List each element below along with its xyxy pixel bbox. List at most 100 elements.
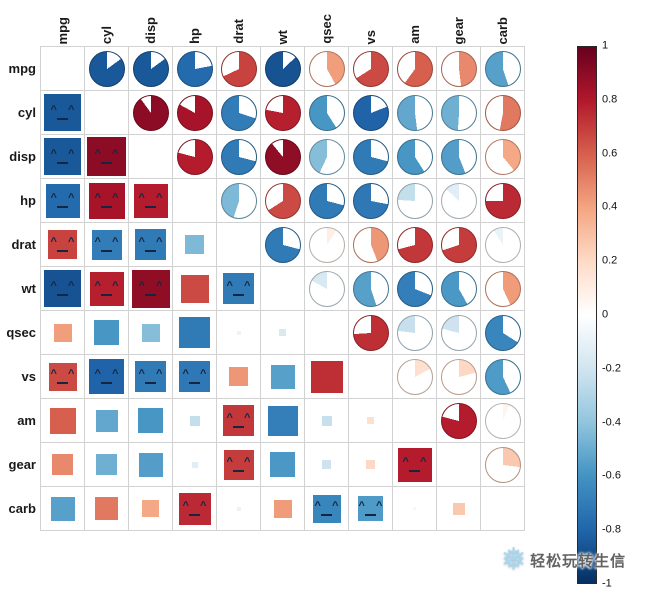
cell-vs-carb (481, 355, 524, 398)
watermark: ❅ 轻松玩转生信 (501, 545, 626, 575)
pie-mpg-vs (352, 50, 389, 87)
pie-cyl-qsec (308, 94, 345, 131)
cell-hp-drat (217, 179, 260, 222)
square-gear-qsec (322, 460, 331, 469)
square-drat-mpg (48, 230, 77, 259)
pie-disp-am (396, 138, 433, 175)
cell-qsec-wt (261, 311, 304, 354)
colorbar-tick-0.2: 0.2 (602, 254, 618, 267)
pie-am-gear (440, 402, 477, 439)
pie-cyl-carb (484, 94, 521, 131)
cell-cyl-am (393, 91, 436, 134)
cell-mpg-carb (481, 47, 524, 90)
pie-disp-carb (484, 138, 521, 175)
cell-hp-cyl: ^ ^ (85, 179, 128, 222)
square-carb-wt (273, 499, 292, 518)
square-wt-disp (131, 269, 170, 308)
square-carb-cyl (95, 497, 118, 520)
square-qsec-wt (279, 329, 286, 336)
cell-hp-gear (437, 179, 480, 222)
cell-drat-wt (261, 223, 304, 266)
cell-gear-vs (349, 443, 392, 486)
cell-mpg-qsec (305, 47, 348, 90)
cell-gear-gear (437, 443, 480, 486)
pie-hp-drat (220, 182, 257, 219)
cell-drat-vs (349, 223, 392, 266)
square-vs-disp (135, 361, 166, 392)
cell-gear-am: ^ ^ (393, 443, 436, 486)
row-label-qsec: qsec (6, 325, 36, 340)
col-label-carb: carb (481, 0, 524, 44)
square-wt-drat (223, 273, 254, 304)
square-am-wt (267, 405, 298, 436)
pie-mpg-am (396, 50, 433, 87)
cell-mpg-cyl (85, 47, 128, 90)
cell-mpg-mpg (41, 47, 84, 90)
colorbar-tick-0.6: 0.6 (602, 147, 618, 160)
square-disp-cyl (87, 137, 126, 176)
cell-wt-carb (481, 267, 524, 310)
square-gear-am (397, 447, 432, 482)
square-am-vs (367, 417, 374, 424)
col-label-vs: vs (349, 0, 392, 44)
col-label-mpg: mpg (41, 0, 84, 44)
cell-disp-wt (261, 135, 304, 178)
square-wt-hp (180, 274, 209, 303)
cell-wt-vs (349, 267, 392, 310)
pie-wt-am (396, 270, 433, 307)
pie-vs-carb (484, 358, 521, 395)
pie-mpg-drat (220, 50, 257, 87)
col-label-text: mpg (55, 16, 70, 44)
row-label-cyl: cyl (17, 105, 36, 120)
cell-mpg-vs (349, 47, 392, 90)
square-gear-mpg (52, 454, 73, 475)
col-label-am: am (393, 0, 436, 44)
row-label-carb: carb (8, 501, 36, 516)
pie-mpg-gear (440, 50, 477, 87)
cell-carb-am (393, 487, 436, 530)
pie-hp-carb (484, 182, 521, 219)
cell-wt-gear (437, 267, 480, 310)
cell-hp-vs (349, 179, 392, 222)
cell-vs-disp: ^ ^ (129, 355, 172, 398)
pie-qsec-gear (440, 314, 477, 351)
square-am-cyl (95, 409, 118, 432)
cell-carb-mpg (41, 487, 84, 530)
cell-drat-hp (173, 223, 216, 266)
correlation-grid: ^ ^ ^ ^ ^ ^ ^ ^ ^ ^ ^ ^ ^ ^ ^ ^ ^ ^ ^ ^ ^ ^ ^ ^ ^ ^ ^… (40, 46, 525, 531)
cell-am-drat: ^ ^ (217, 399, 260, 442)
cell-qsec-carb (481, 311, 524, 354)
cell-qsec-disp (129, 311, 172, 354)
row-label-vs: vs (21, 369, 36, 384)
cell-disp-vs (349, 135, 392, 178)
square-gear-vs (366, 460, 375, 469)
cell-hp-am (393, 179, 436, 222)
cell-mpg-disp (129, 47, 172, 90)
pie-mpg-hp (176, 50, 213, 87)
pie-qsec-carb (484, 314, 521, 351)
square-hp-cyl (88, 182, 125, 219)
cell-drat-mpg: ^ ^ (41, 223, 84, 266)
cell-vs-cyl: ^ ^ (85, 355, 128, 398)
cell-carb-wt (261, 487, 304, 530)
pie-cyl-gear (440, 94, 477, 131)
square-am-drat (223, 405, 254, 436)
row-label-am: am (17, 413, 36, 428)
pie-disp-wt (264, 138, 301, 175)
cell-am-gear (437, 399, 480, 442)
pie-gear-carb (484, 446, 521, 483)
col-label-text: hp (187, 28, 202, 44)
square-carb-am (413, 507, 416, 510)
cell-disp-am (393, 135, 436, 178)
cell-disp-hp (173, 135, 216, 178)
pie-drat-wt (264, 226, 301, 263)
pie-cyl-hp (176, 94, 213, 131)
col-label-text: qsec (319, 14, 334, 44)
pie-mpg-disp (132, 50, 169, 87)
square-vs-drat (229, 367, 248, 386)
cell-vs-mpg: ^ ^ (41, 355, 84, 398)
colorbar-tick--0.2: -0.2 (602, 362, 621, 375)
watermark-text: 轻松玩转生信 (530, 552, 627, 570)
cell-gear-wt (261, 443, 304, 486)
cell-wt-cyl: ^ ^ (85, 267, 128, 310)
